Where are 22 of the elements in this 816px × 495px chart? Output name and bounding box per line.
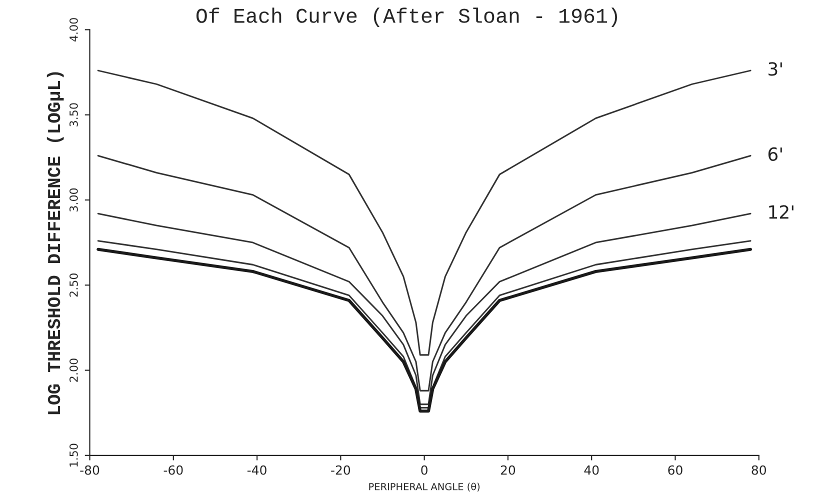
x-tick-label: -80 — [80, 465, 100, 475]
y-tick-label: 3.00 — [69, 188, 78, 212]
y-tick-label: 1.50 — [69, 444, 78, 467]
y-tick-label: 2.50 — [69, 273, 78, 297]
line-series — [97, 70, 752, 356]
y-tick-label: 3.50 — [69, 103, 78, 126]
y-tick-label: 2.00 — [69, 358, 78, 382]
chart-title: Of Each Curve (After Sloan - 1961) — [196, 8, 618, 28]
y-tick-label: 4.00 — [69, 18, 78, 42]
x-tick-label: 60 — [668, 465, 682, 475]
series-label: 12' — [769, 205, 794, 219]
y-axis-title: LOG THRESHOLD DIFFERENCE (LOGμL) — [46, 72, 64, 414]
x-tick-label: 0 — [421, 465, 428, 475]
x-tick-label: 80 — [752, 465, 766, 475]
series-label: 6' — [768, 147, 782, 161]
x-tick-label: -20 — [331, 465, 350, 475]
series-label: 3' — [768, 62, 782, 76]
x-tick-label: -40 — [247, 465, 266, 475]
x-tick-label: 40 — [584, 465, 599, 475]
x-tick-label: 20 — [500, 465, 516, 475]
x-axis-title: PERIPHERAL ANGLE (θ) — [369, 482, 480, 492]
x-tick-label: -60 — [164, 465, 183, 475]
